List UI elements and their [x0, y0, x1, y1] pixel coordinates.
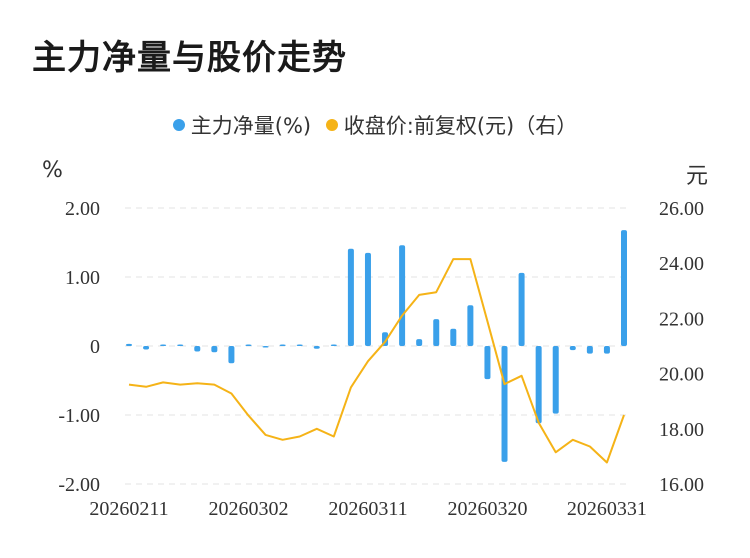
left-tick-label: 2.00	[65, 198, 100, 220]
chart-title: 主力净量与股价走势	[32, 38, 347, 78]
legend-dot-yellow	[325, 119, 338, 131]
bar	[160, 344, 167, 346]
right-tick-label: 26.00	[659, 198, 704, 220]
bar	[262, 346, 269, 348]
bar	[279, 344, 286, 346]
x-tick-label: 20260320	[447, 498, 527, 520]
x-tick-label: 20260211	[89, 498, 168, 520]
bar	[364, 252, 371, 346]
bar	[211, 346, 218, 353]
legend-label-net-volume: 主力净量(%)	[190, 114, 312, 138]
bar	[586, 346, 593, 354]
bar	[416, 339, 423, 346]
bar	[603, 346, 610, 354]
right-tick-label: 18.00	[659, 419, 704, 441]
legend: 主力净量(%) 收盘价:前复权(元)（右）	[0, 110, 750, 140]
bar	[484, 346, 491, 380]
bar	[296, 344, 303, 346]
right-tick-label: 22.00	[659, 308, 704, 330]
legend-item-close-price[interactable]: 收盘价:前复权(元)（右）	[325, 110, 578, 140]
bar	[621, 230, 627, 346]
right-tick-label: 24.00	[659, 253, 704, 275]
x-tick-label: 20260311	[328, 498, 407, 520]
bar	[569, 346, 576, 351]
bar	[467, 305, 474, 346]
right-tick-label: 16.00	[659, 474, 704, 496]
bar	[433, 319, 440, 346]
x-tick-label: 20260302	[208, 498, 288, 520]
bar	[518, 272, 525, 346]
bar	[143, 346, 150, 350]
bar	[347, 248, 354, 346]
bar	[126, 343, 132, 346]
left-tick-label: -2.00	[58, 474, 100, 496]
price-line	[128, 258, 625, 464]
bar	[330, 344, 337, 346]
right-tick-label: 20.00	[659, 364, 704, 386]
bar	[535, 346, 542, 424]
legend-label-close-price: 收盘价:前复权(元)（右）	[343, 114, 578, 138]
left-axis-unit: %	[42, 158, 63, 183]
right-axis-unit: 元	[685, 164, 708, 189]
bar	[501, 346, 508, 462]
bar	[194, 346, 201, 352]
bar	[399, 245, 406, 346]
bar	[313, 346, 320, 349]
legend-dot-blue	[172, 119, 185, 131]
left-tick-label: 0	[90, 336, 100, 358]
bar	[552, 346, 559, 414]
bar	[450, 328, 457, 346]
bar	[177, 344, 184, 346]
x-tick-label: 20260331	[567, 498, 647, 520]
bar	[228, 346, 235, 364]
left-tick-label: -1.00	[58, 405, 100, 427]
bar	[245, 344, 252, 346]
legend-item-net-volume[interactable]: 主力净量(%)	[172, 110, 312, 140]
left-tick-label: 1.00	[65, 267, 100, 289]
